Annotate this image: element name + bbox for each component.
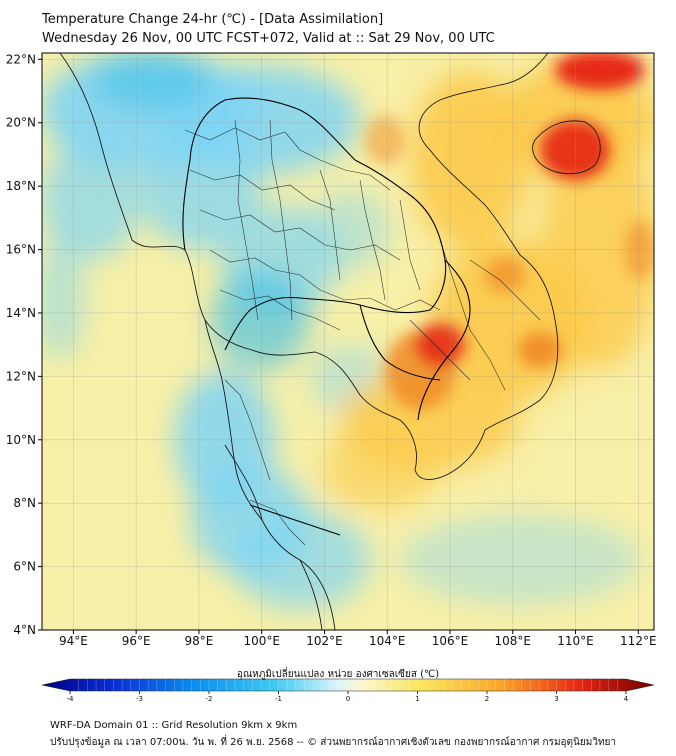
colorbar-tick-label: -3: [136, 695, 143, 703]
lat-tick-label: 14°N: [6, 306, 36, 320]
field-patch-hot: [365, 115, 405, 165]
lon-tick-label: 108°E: [495, 634, 532, 648]
lon-tick-label: 94°E: [59, 634, 88, 648]
field-patch-cold_strong: [210, 270, 310, 370]
field-patch-cold: [310, 190, 390, 270]
colorbar-tick-label: 3: [554, 695, 558, 703]
field-patch-cold: [400, 515, 640, 605]
coastlines: [59, 53, 601, 630]
lon-tick-label: 110°E: [557, 634, 594, 648]
colorbar-tick-label: 2: [485, 695, 489, 703]
lat-tick-label: 22°N: [6, 52, 36, 66]
colorbar-tick-label: -4: [67, 695, 75, 703]
lat-tick-label: 8°N: [13, 496, 36, 510]
field-patch-hottest: [555, 53, 645, 90]
field-patch-warm: [320, 430, 440, 510]
field-patch-hottest: [540, 120, 610, 180]
longitude-axis: 94°E 96°E 98°E 100°E 102°E 104°E 106°E 108°E 110…: [59, 630, 657, 648]
lat-tick-label: 6°N: [13, 560, 36, 574]
lat-tick-label: 16°N: [6, 243, 36, 257]
colorbar-tick-label: 0: [346, 695, 350, 703]
update-credit: ปรับปรุงข้อมูล ณ เวลา 07:00น. วัน พ. ที่…: [50, 737, 617, 748]
lon-tick-label: 112°E: [620, 634, 657, 648]
field-patch-warm: [410, 70, 530, 250]
field-patch-cold: [140, 130, 260, 250]
colorbar-ticks: -4 -3 -2 -1 0 1 2 3 4: [67, 679, 629, 703]
colorbar-tick-label: -1: [275, 695, 282, 703]
field-patch-hot: [625, 220, 654, 280]
lat-tick-label: 10°N: [6, 433, 36, 447]
lat-tick-label: 18°N: [6, 179, 36, 193]
field-patch-hot: [518, 332, 562, 368]
lon-tick-label: 98°E: [184, 634, 213, 648]
lon-tick-label: 100°E: [243, 634, 280, 648]
lon-tick-label: 96°E: [122, 634, 151, 648]
map-title: Temperature Change 24-hr (℃) - [Data Ass…: [42, 12, 384, 27]
field-patch-cold: [42, 140, 140, 260]
field-patch-cold: [42, 240, 85, 360]
province-borders: [184, 119, 541, 546]
country-borders: [182, 97, 471, 536]
lon-tick-label: 102°E: [306, 634, 343, 648]
map-frame: [41, 52, 655, 631]
colorbar-tick-label: -2: [206, 695, 213, 703]
field-patch-cold_strong: [90, 53, 210, 110]
model-info: WRF-DA Domain 01 :: Grid Resolution 9km …: [50, 720, 298, 731]
lat-tick-label: 4°N: [13, 623, 36, 637]
map-subtitle: Wednesday 26 Nov, 00 UTC FCST+072, Valid…: [42, 31, 495, 46]
lon-tick-label: 104°E: [369, 634, 406, 648]
lon-tick-label: 106°E: [432, 634, 469, 648]
lat-tick-label: 12°N: [6, 369, 36, 383]
lat-tick-label: 20°N: [6, 116, 36, 130]
colorbar-tick-label: 1: [415, 695, 419, 703]
field-patch-warm: [500, 60, 654, 180]
latitude-axis: 22°N 20°N 18°N 16°N 14°N 12°N 10°N 8°N 6°N 4°N: [6, 52, 42, 637]
field-patch-hot: [485, 257, 525, 293]
field-patch-warm: [540, 130, 654, 370]
field-patch-hottest: [415, 323, 465, 367]
colorbar-tick-label: 4: [624, 695, 629, 703]
colorbar-title: อุณหภูมิเปลี่ยนแปลง หน่วย องศาเซลเซียส (…: [236, 669, 440, 680]
